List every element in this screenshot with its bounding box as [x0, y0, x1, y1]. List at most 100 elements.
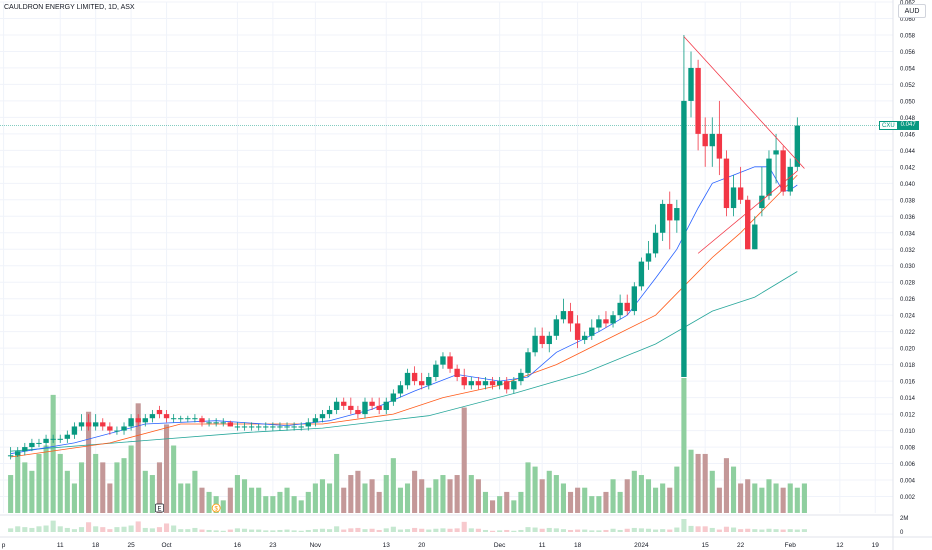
- volume-pane-bar: [291, 530, 297, 532]
- candle: [553, 315, 560, 340]
- candle: [341, 397, 347, 410]
- candle: [794, 117, 801, 171]
- candle: [702, 117, 708, 167]
- candle-body: [298, 426, 304, 428]
- candle-body: [57, 438, 63, 440]
- volume-pane-bar: [305, 529, 311, 532]
- volume-bar: [107, 483, 113, 513]
- volume-pane-bar: [390, 526, 396, 532]
- volume-bar: [582, 487, 588, 513]
- volume-pane-bar: [206, 529, 212, 532]
- candle-body: [433, 364, 439, 378]
- candle-body: [369, 401, 375, 406]
- candle: [71, 422, 78, 439]
- candle: [539, 327, 545, 349]
- candle: [433, 360, 439, 382]
- candle: [15, 447, 21, 457]
- candle: [603, 311, 609, 328]
- volume-bar: [64, 470, 70, 513]
- candle: [149, 409, 156, 423]
- volume-bar: [149, 475, 155, 513]
- volume-bar: [263, 496, 269, 513]
- volume-bar: [397, 487, 403, 513]
- volume-pane-bar: [241, 528, 248, 532]
- candle: [156, 405, 163, 419]
- candle-body: [440, 356, 446, 365]
- volume-pane-bar: [539, 528, 545, 532]
- candle: [674, 199, 680, 233]
- volume-bar: [241, 479, 248, 513]
- candle-body: [192, 418, 198, 420]
- volume-pane-bar: [277, 529, 283, 532]
- candle: [291, 422, 297, 431]
- candle: [496, 377, 503, 390]
- candle: [326, 405, 333, 419]
- candle-body: [100, 422, 106, 427]
- candle: [22, 442, 28, 456]
- volume-bar: [440, 475, 446, 513]
- x-tick-label: 23: [269, 542, 277, 549]
- time-axis[interactable]: p 11 18 25 Oct 16 23 Nov 13 20 Dec 11 18 2024 15 22 Feb 1…: [0, 536, 932, 549]
- volume-bar: [482, 491, 489, 513]
- volume-pane-bar: [780, 529, 786, 532]
- candle-body: [787, 166, 793, 192]
- candle: [667, 191, 673, 250]
- volume-pane-bar: [412, 527, 418, 532]
- candle: [752, 216, 758, 250]
- volume-pane-bar: [525, 527, 531, 532]
- candle-body: [319, 414, 326, 419]
- candle-body: [652, 232, 659, 254]
- candle-body: [638, 261, 645, 287]
- candle-body: [511, 381, 517, 390]
- x-tick-label: 11: [539, 542, 546, 549]
- volume-pane-bar: [355, 527, 361, 532]
- price-axis[interactable]: 0.062 0.060 0.058 0.056 0.054 0.052 0.050 0.048…: [892, 0, 916, 550]
- y-tick-label: 0.032: [900, 248, 916, 254]
- volume-bar: [334, 453, 340, 513]
- candle: [241, 422, 248, 431]
- volume-pane-bar: [560, 529, 566, 532]
- volume-pane-bar: [801, 529, 807, 532]
- volume-pane-bar: [624, 528, 630, 532]
- y-tick-label: 0.048: [900, 116, 916, 122]
- candle: [766, 150, 772, 200]
- candle: [440, 352, 446, 369]
- candle-body: [255, 426, 262, 428]
- volume-bar: [355, 470, 361, 513]
- volume-bar: [794, 487, 800, 513]
- candle-body: [737, 187, 744, 200]
- y-tick-label: 0.060: [900, 17, 916, 23]
- currency-button[interactable]: AUD: [898, 4, 926, 18]
- volume-bar: [497, 496, 503, 513]
- candle-body: [149, 414, 156, 419]
- x-tick-label: 12: [836, 542, 844, 549]
- candle-body: [610, 315, 616, 324]
- trendlines[interactable]: [683, 36, 805, 254]
- volume-pane-bar: [546, 527, 552, 532]
- y-tick-label: 0.056: [900, 50, 916, 56]
- volume-bar: [29, 470, 35, 513]
- volume-pane-bar: [78, 527, 85, 532]
- candle: [419, 372, 425, 390]
- candle-body: [178, 418, 184, 420]
- candle-body: [695, 67, 701, 134]
- candle: [213, 418, 219, 427]
- candle-body: [71, 426, 78, 435]
- candle-body: [185, 418, 191, 420]
- candle: [461, 368, 467, 390]
- candle: [92, 414, 99, 431]
- volume-bar: [100, 462, 106, 513]
- candle-body: [333, 401, 340, 410]
- candle: [532, 327, 538, 357]
- volume-bar: [71, 483, 77, 513]
- candle: [546, 331, 552, 353]
- volume-bar: [419, 479, 425, 513]
- trendline: [683, 36, 805, 169]
- candle-body: [107, 426, 113, 431]
- chart-title: CAULDRON ENERGY LIMITED, 1D, ASX: [4, 4, 135, 11]
- volume-bar: [752, 483, 758, 513]
- volume-pane-bar: [404, 529, 411, 532]
- candle: [645, 241, 652, 270]
- candle: [780, 146, 786, 196]
